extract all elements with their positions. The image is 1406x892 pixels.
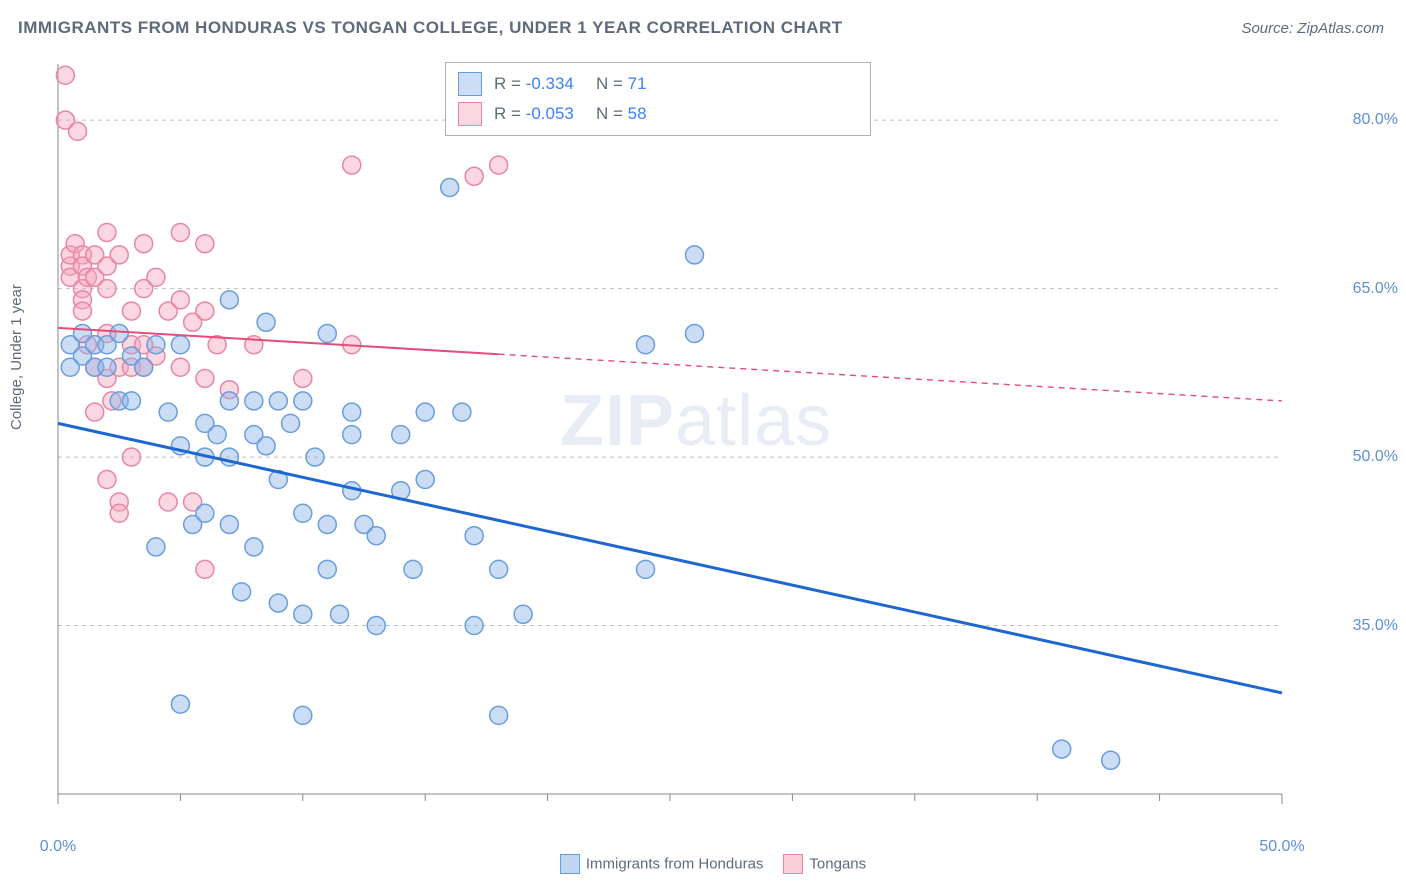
legend-r-label: R = -0.334 bbox=[494, 74, 584, 94]
y-tick-label: 80.0% bbox=[1353, 111, 1398, 129]
legend-n-label: N = 71 bbox=[596, 74, 686, 94]
page-title: IMMIGRANTS FROM HONDURAS VS TONGAN COLLE… bbox=[18, 18, 843, 38]
correlation-legend-row: R = -0.334 N = 71 bbox=[458, 69, 858, 99]
chart-svg bbox=[52, 60, 1342, 820]
scatter-chart bbox=[52, 60, 1342, 820]
x-tick-label: 0.0% bbox=[40, 838, 76, 856]
correlation-legend-row: R = -0.053 N = 58 bbox=[458, 99, 858, 129]
legend-swatch bbox=[458, 72, 482, 96]
legend-label: Tongans bbox=[809, 856, 866, 873]
y-tick-label: 65.0% bbox=[1353, 280, 1398, 298]
correlation-legend: R = -0.334 N = 71 R = -0.053 N = 58 bbox=[445, 62, 871, 136]
legend-label: Immigrants from Honduras bbox=[586, 856, 764, 873]
y-tick-label: 50.0% bbox=[1353, 448, 1398, 466]
y-tick-label: 35.0% bbox=[1353, 617, 1398, 635]
x-tick-label: 50.0% bbox=[1259, 838, 1304, 856]
legend-n-label: N = 58 bbox=[596, 104, 686, 124]
legend-swatch bbox=[458, 102, 482, 126]
series-legend: Immigrants from Honduras Tongans bbox=[0, 854, 1406, 874]
source-credit: Source: ZipAtlas.com bbox=[1241, 20, 1384, 37]
legend-r-label: R = -0.053 bbox=[494, 104, 584, 124]
legend-swatch bbox=[560, 854, 580, 874]
y-axis-label: College, Under 1 year bbox=[8, 284, 25, 430]
legend-swatch bbox=[783, 854, 803, 874]
